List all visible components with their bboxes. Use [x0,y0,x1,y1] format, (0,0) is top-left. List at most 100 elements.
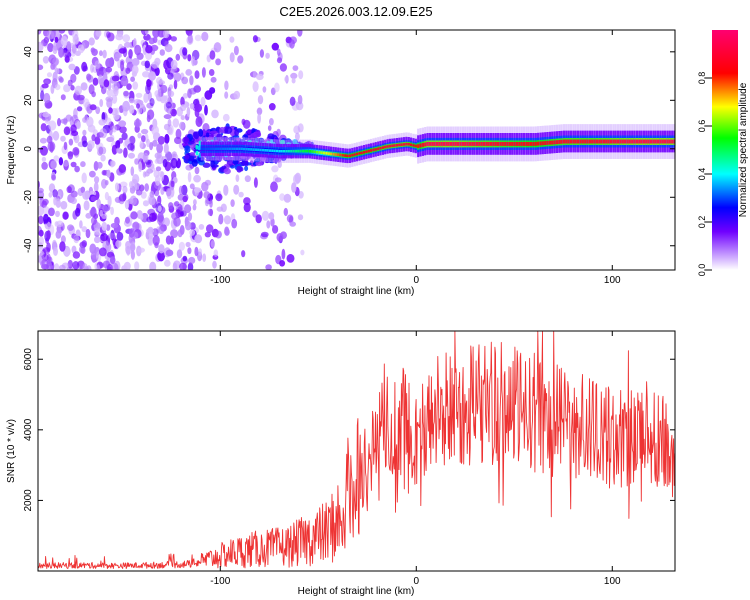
spectral-noise-blob [182,93,189,99]
spectral-noise-blob [38,205,44,216]
spectral-ridge-cell [504,142,507,146]
spectral-ridge-cell [598,139,601,144]
spectral-ridge-cell [647,139,650,144]
spectral-ridge-cell [640,139,643,144]
spectral-noise-blob [144,133,149,143]
spectral-noise-blob [146,114,151,123]
spectral-noise-blob [238,191,244,198]
spectral-noise-blob [243,202,251,213]
spectral-noise-blob [243,197,251,206]
spectral-noise-blob [201,181,209,192]
spectral-noise-blob [269,118,274,126]
spectral-noise-blob [60,35,68,46]
colorbar: 0.0 0.2 0.4 0.6 0.8 Normalized spectral ampl… [697,30,749,276]
spectral-noise-blob [265,264,272,270]
spectral-noise-blob [95,106,101,115]
spectral-noise-blob [76,106,83,112]
spectral-noise-blob [70,161,77,168]
spectral-noise-blob [155,77,163,85]
spectral-noise-blob [110,222,119,229]
spectral-noise-blob [130,249,135,260]
spectral-ridge-cell [485,142,488,146]
spectral-ridge-cell [403,143,406,146]
spectral-noise-blob [49,142,54,154]
spectral-noise-blob [137,247,145,253]
spectral-noise-blob [297,94,303,105]
spectral-noise-blob [50,160,57,170]
spectral-ridge-cell [431,142,434,146]
spectral-ridge-cell [271,149,274,152]
spectral-noise-blob [86,73,92,81]
spectral-noise-blob [187,212,193,222]
spectral-noise-blob [88,37,95,46]
spectral-noise-blob [189,103,195,110]
spectral-cluster-blob [241,161,249,166]
spectral-noise-blob [142,71,150,78]
spectral-noise-blob [168,84,173,90]
spectral-noise-blob [145,45,153,54]
spectral-noise-blob [95,30,102,37]
spectral-noise-blob [175,128,182,140]
spectral-ridge-cell [372,148,375,152]
spectral-noise-blob [63,84,71,93]
spectral-noise-blob [270,217,275,227]
spectral-ridge-cell [567,139,570,144]
spectral-noise-blob [218,213,224,225]
spectral-ridge-cell [370,149,373,152]
spectral-ridge-cell [210,147,213,151]
spectral-ridge-cell [224,147,227,151]
spectral-noise-blob [146,168,154,174]
spectral-ridge-cell [553,140,556,145]
spectral-ridge-cell [666,139,669,144]
spectral-noise-blob [91,216,97,225]
spectral-cluster-blob [236,165,243,173]
spectral-ridge-cell [214,147,217,151]
spectral-ridge-cell [506,142,509,146]
spectral-noise-blob [294,172,302,184]
spectral-noise-blob [164,259,171,267]
spectral-noise-blob [136,103,140,109]
spectral-noise-blob [96,161,103,169]
spectral-cluster-blob [244,165,249,172]
spectral-noise-blob [76,94,85,101]
spectral-ridge-cell [466,142,469,146]
spectral-ridge-cell [579,139,582,144]
spectral-ridge-cell [311,150,314,153]
spectral-noise-blob [187,262,194,270]
spectral-ridge-cell [207,147,210,151]
spectral-cluster-blob [223,168,231,175]
spectral-ridge-cell [351,153,354,157]
spectral-noise-blob [193,199,197,206]
spectral-noise-blob [111,94,118,104]
spectral-noise-blob [194,103,203,113]
spectral-ridge-cell [254,148,257,151]
y-tick-label: 0 [23,146,34,152]
spectral-noise-blob [41,156,47,162]
spectral-ridge-cell [245,147,248,151]
spectral-noise-blob [141,135,146,143]
spectral-ridge-cell [346,154,349,158]
spectral-ridge-cell [480,142,483,146]
spectral-noise-blob [279,63,287,72]
spectral-noise-blob [209,199,213,208]
spectral-cluster-blob [205,132,210,138]
spectral-ridge-cell [330,152,333,156]
spectral-noise-blob [154,67,160,76]
spectral-noise-blob [83,200,90,211]
spectral-ridge-cell [315,150,319,154]
spectral-noise-blob [99,247,107,257]
spectral-ridge-cell [250,148,253,151]
spectral-noise-blob [137,132,142,139]
spectral-noise-blob [256,107,263,116]
spectral-noise-blob [289,39,295,49]
spectral-noise-blob [200,96,206,107]
snr-series-line [38,331,675,570]
spectral-noise-blob [46,72,53,78]
spectral-ridge-cell [417,144,420,149]
spectral-noise-blob [185,241,191,248]
spectral-noise-blob [40,123,47,132]
spectral-ridge-cell [367,149,370,153]
spectral-noise-blob [170,59,178,70]
spectral-noise-blob [134,44,142,56]
